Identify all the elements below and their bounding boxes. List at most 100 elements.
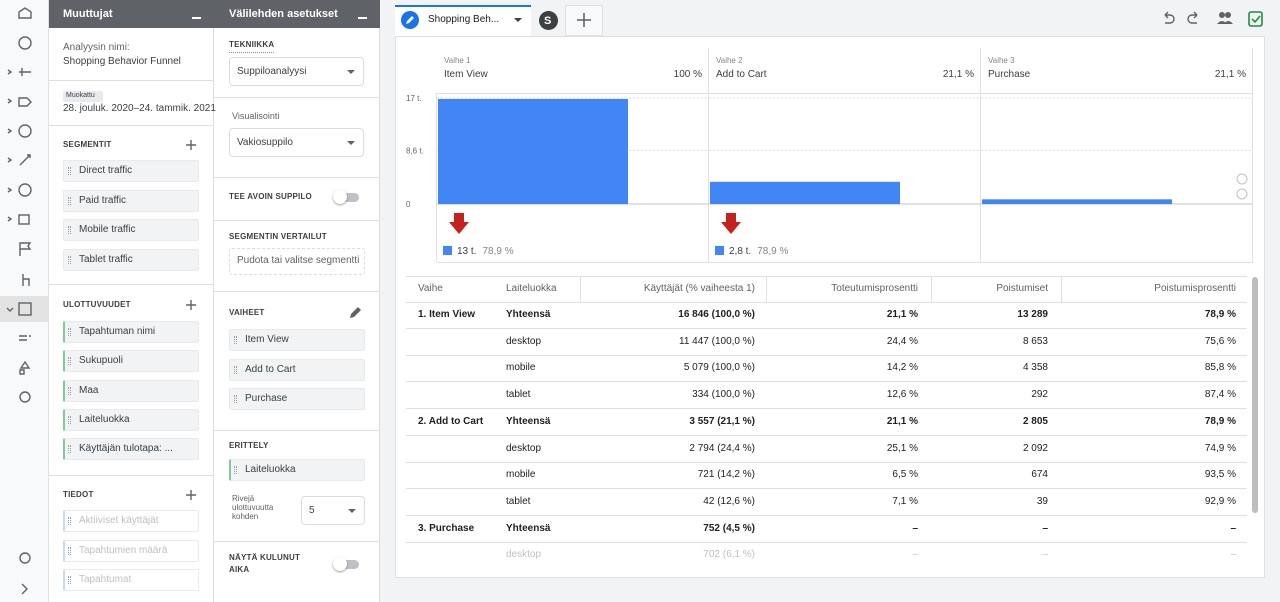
drag-handle: [68, 328, 71, 336]
step-chip-bg[interactable]: [229, 388, 365, 410]
tab-icon[interactable]: [401, 11, 419, 29]
settings-icon[interactable]: [19, 391, 31, 403]
step-chip-bg[interactable]: [229, 358, 365, 381]
segment-chip-bg[interactable]: [63, 219, 199, 241]
dimension-chip-bg[interactable]: [63, 408, 199, 431]
dimension-chip[interactable]: Sukupuoli: [79, 355, 123, 367]
table-cell: –: [1230, 522, 1236, 534]
metric-chip-bg[interactable]: [63, 569, 199, 591]
magnet-icon[interactable]: [19, 154, 31, 166]
toggle-knob[interactable]: [333, 190, 347, 204]
table-cell: Yhteensä: [506, 309, 551, 320]
stage-label: Vaihe 3: [988, 56, 1015, 65]
devices-icon[interactable]: [18, 214, 30, 225]
add-button[interactable]: [184, 138, 198, 152]
clock-icon[interactable]: [18, 36, 32, 50]
zoom-out[interactable]: [1236, 188, 1248, 200]
touch-icon[interactable]: [22, 274, 30, 286]
divider: [49, 125, 214, 126]
breakdown-chip[interactable]: Laiteluokka: [245, 464, 296, 475]
divider: [406, 355, 1247, 356]
segment-chip-bg[interactable]: [63, 248, 199, 271]
select-value[interactable]: Suppiloanalyysi: [237, 65, 307, 77]
path-icon[interactable]: [19, 68, 31, 76]
table-cell: 334 (100,0 %): [692, 389, 755, 401]
table-cell: –: [1042, 549, 1048, 561]
column-header: Poistumisprosentti: [1154, 283, 1236, 294]
select-value[interactable]: 5: [309, 504, 315, 516]
select-box[interactable]: [229, 128, 364, 157]
segment-chip-bg[interactable]: [63, 160, 199, 182]
home-icon[interactable]: [18, 7, 32, 19]
explore-icon[interactable]: [18, 302, 32, 316]
edit-steps[interactable]: [347, 305, 363, 321]
redo[interactable]: [1186, 10, 1202, 26]
select-box[interactable]: [229, 57, 364, 86]
select-box[interactable]: [301, 496, 365, 525]
select-caret[interactable]: [346, 140, 356, 146]
metric-chip-bg[interactable]: [63, 510, 199, 532]
select-caret[interactable]: [346, 69, 356, 75]
table-cell: desktop: [506, 442, 542, 454]
table-cell: mobile: [506, 362, 536, 374]
step-chip[interactable]: Add to Cart: [245, 363, 296, 375]
breakdown-chip-bg[interactable]: [229, 459, 365, 481]
dimension-chip-bg[interactable]: [63, 438, 199, 461]
tag-icon[interactable]: [18, 97, 32, 107]
dimension-chip[interactable]: Tapahtuman nimi: [79, 326, 156, 337]
step-chip[interactable]: Purchase: [245, 393, 288, 404]
metric-chip-bg[interactable]: [63, 539, 199, 562]
metric-chip[interactable]: Aktiiviset käyttäjät: [79, 515, 159, 526]
step-chip[interactable]: Item View: [245, 334, 289, 345]
dimension-chip-bg[interactable]: [63, 321, 199, 343]
table-cell: 16 846 (100,0 %): [678, 309, 755, 320]
tab-title[interactable]: Shopping Beh...: [428, 14, 500, 25]
avatar-bg[interactable]: [539, 11, 558, 30]
segment-chip[interactable]: Paid traffic: [79, 194, 127, 206]
users-icon[interactable]: [19, 335, 31, 341]
segment-chip[interactable]: Mobile traffic: [79, 224, 136, 235]
step-chip-bg[interactable]: [229, 329, 365, 351]
column-header: Käyttäjät (% vaiheesta 1): [643, 283, 755, 294]
undo[interactable]: [1160, 10, 1176, 26]
section-title: ERITTELY: [229, 441, 269, 450]
divider: [406, 328, 1247, 329]
add-button[interactable]: [184, 488, 198, 502]
globe-icon[interactable]: [18, 183, 32, 197]
admin-icon[interactable]: [19, 552, 31, 564]
segment-chip[interactable]: Tablet traffic: [79, 253, 133, 265]
tab-caret[interactable]: [513, 17, 523, 23]
segment-chip-bg[interactable]: [63, 189, 199, 212]
dimension-chip[interactable]: Käyttäjän tulotapa: ...: [79, 443, 173, 455]
expand-icon[interactable]: [21, 583, 28, 595]
add-button[interactable]: [184, 298, 198, 312]
zoom-in[interactable]: [1236, 173, 1248, 185]
add-tab-icon[interactable]: [576, 12, 592, 28]
dimension-chip-bg[interactable]: [63, 379, 199, 402]
save[interactable]: [1248, 9, 1264, 27]
collapse-icon[interactable]: [358, 17, 367, 19]
select-caret[interactable]: [347, 508, 357, 514]
dimension-chip-bg[interactable]: [63, 350, 199, 373]
segment-chip[interactable]: Direct traffic: [79, 165, 133, 176]
drop-zone[interactable]: [229, 248, 365, 275]
dimension-chip[interactable]: Maa: [79, 384, 99, 396]
dimension-chip[interactable]: Laiteluokka: [79, 413, 130, 425]
table-cell: desktop: [506, 549, 542, 561]
legend-swatch: [715, 246, 724, 255]
toggle-knob[interactable]: [333, 557, 347, 571]
table-cell: 721 (14,2 %): [697, 469, 755, 481]
shapes-icon[interactable]: [19, 360, 31, 375]
table-cell: 6,5 %: [892, 469, 918, 481]
date-range: 28. jouluk. 2020–24. tammik. 2021: [63, 103, 216, 114]
share[interactable]: [1216, 10, 1236, 26]
money-icon[interactable]: [18, 124, 32, 138]
metric-chip[interactable]: Tapahtumat: [79, 574, 132, 585]
flag-icon[interactable]: [19, 242, 32, 256]
avatar[interactable]: S: [544, 15, 552, 27]
select-value[interactable]: Vakiosuppilo: [237, 136, 293, 148]
metric-chip[interactable]: Tapahtumien määrä: [79, 544, 168, 556]
collapse-icon[interactable]: [192, 17, 201, 19]
divider: [406, 381, 1247, 382]
